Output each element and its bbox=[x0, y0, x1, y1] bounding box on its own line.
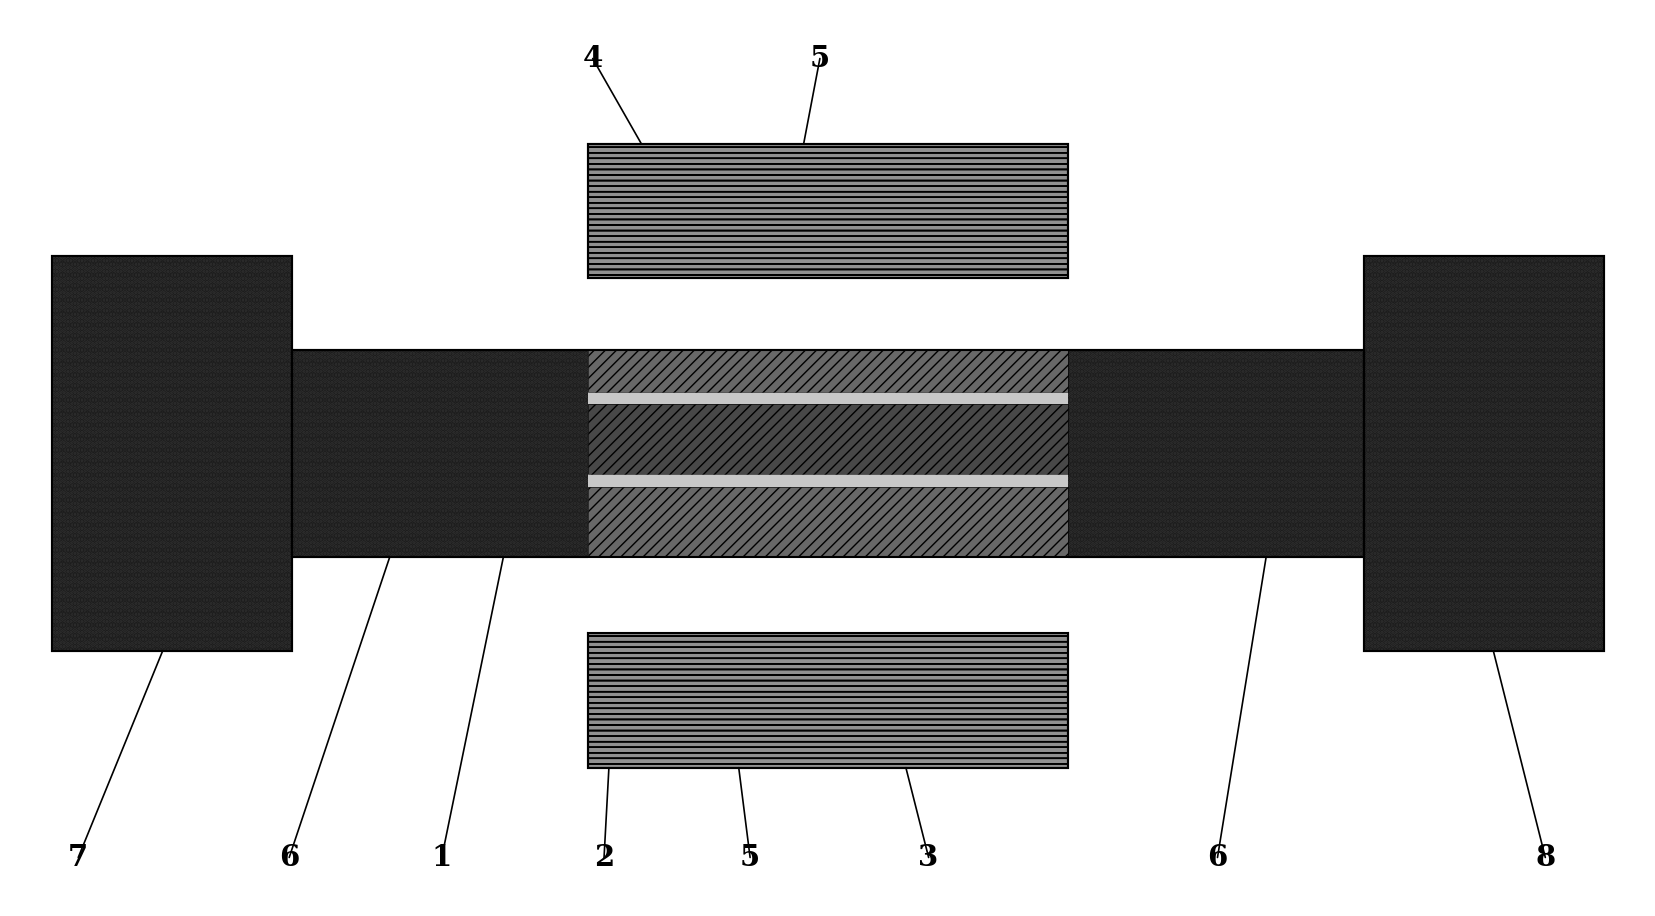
Text: 2: 2 bbox=[594, 843, 614, 872]
Bar bbox=[588, 633, 1067, 768]
Bar bbox=[1362, 256, 1602, 651]
Bar bbox=[588, 474, 1067, 486]
Text: 4: 4 bbox=[583, 44, 602, 73]
Bar bbox=[588, 350, 1067, 633]
Bar bbox=[293, 350, 1362, 557]
Text: 5: 5 bbox=[740, 843, 760, 872]
Bar bbox=[53, 256, 293, 651]
Bar bbox=[588, 144, 1067, 278]
Bar bbox=[588, 633, 1067, 768]
Bar bbox=[588, 391, 1067, 404]
Bar bbox=[293, 350, 1362, 557]
Text: 7: 7 bbox=[68, 843, 88, 872]
Bar bbox=[588, 350, 1067, 391]
Text: 6: 6 bbox=[278, 843, 300, 872]
Bar bbox=[588, 350, 1067, 391]
Bar bbox=[588, 404, 1067, 474]
Bar bbox=[588, 144, 1067, 278]
Bar bbox=[53, 256, 293, 651]
Bar bbox=[1362, 256, 1602, 651]
Bar bbox=[588, 144, 1067, 278]
Bar bbox=[1362, 256, 1602, 651]
Text: 5: 5 bbox=[809, 44, 829, 73]
Bar bbox=[588, 633, 1067, 768]
Bar bbox=[588, 144, 1067, 278]
Bar bbox=[588, 486, 1067, 557]
Bar bbox=[293, 350, 1362, 557]
Bar bbox=[588, 486, 1067, 557]
Bar bbox=[53, 256, 293, 651]
Text: 3: 3 bbox=[919, 843, 938, 872]
Bar bbox=[588, 404, 1067, 474]
Bar bbox=[588, 633, 1067, 768]
Bar bbox=[588, 144, 1067, 278]
Bar bbox=[1362, 256, 1602, 651]
Text: 6: 6 bbox=[1206, 843, 1226, 872]
Bar bbox=[53, 256, 293, 651]
Text: 1: 1 bbox=[432, 843, 452, 872]
Bar bbox=[588, 144, 1067, 278]
Text: 8: 8 bbox=[1534, 843, 1554, 872]
Bar bbox=[588, 633, 1067, 768]
Bar bbox=[588, 633, 1067, 768]
Bar bbox=[293, 350, 1362, 557]
